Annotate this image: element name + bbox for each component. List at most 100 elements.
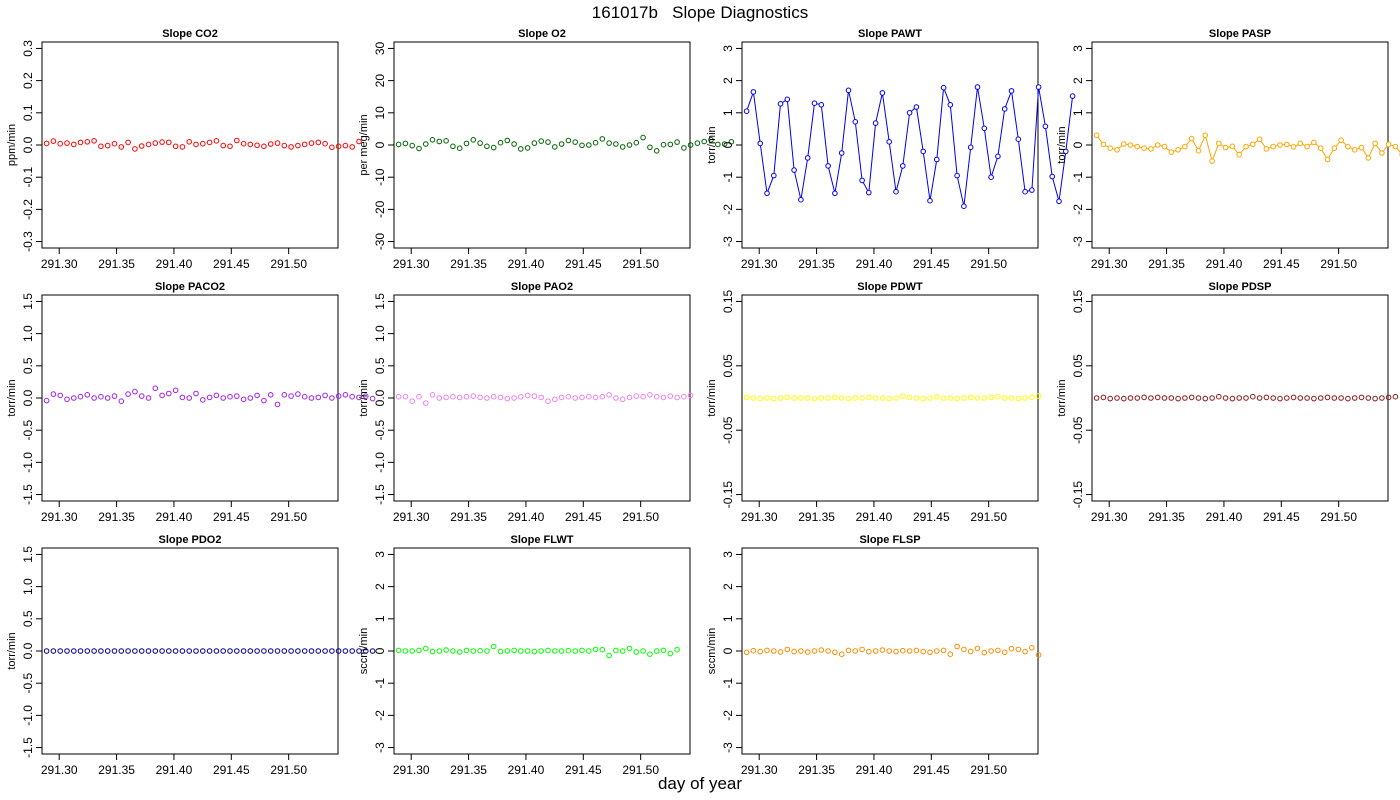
data-point	[606, 140, 612, 146]
data-point	[511, 395, 517, 401]
panel-slope-pdo2: Slope PDO2 -1.5 -1.0 -0.5 0.0 0.5 1.0 1.5 torr/m…	[6, 534, 376, 777]
data-point	[443, 138, 449, 144]
panel-slope-pdwt: Slope PDWT -0.15 -0.05 0.05 0.15 torr/min 291.…	[706, 281, 1042, 524]
data-point	[1243, 395, 1249, 401]
x-tick-label: 291.30	[741, 510, 778, 524]
y-tick-label: -0.2	[21, 199, 35, 220]
data-point	[777, 395, 784, 401]
x-tick-label: 291.45	[913, 763, 950, 777]
data-point	[1008, 645, 1015, 652]
data-point	[247, 648, 254, 654]
y-tick-label: -0.05	[721, 416, 735, 444]
data-point	[524, 648, 531, 654]
data-point	[456, 145, 463, 151]
data-point	[179, 394, 186, 401]
data-point	[213, 138, 220, 144]
data-point	[1236, 151, 1242, 158]
data-point	[838, 651, 845, 658]
x-tick-label: 291.30	[741, 257, 778, 271]
data-point	[599, 393, 606, 400]
y-tick-label: -3	[373, 742, 387, 753]
data-point	[777, 649, 784, 655]
data-point	[872, 648, 879, 654]
data-point	[1365, 395, 1372, 401]
data-point	[64, 396, 70, 403]
data-point	[619, 648, 626, 654]
data-point	[295, 142, 301, 149]
y-tick-label: -1	[721, 172, 735, 183]
data-point	[771, 395, 777, 402]
data-point	[967, 648, 974, 655]
x-tick-label: 291.30	[1091, 257, 1128, 271]
data-point	[633, 393, 640, 399]
data-point	[234, 137, 240, 144]
data-point	[369, 395, 376, 402]
data-point	[1209, 158, 1215, 164]
x-tick-label: 291.30	[41, 763, 78, 777]
data-point	[1015, 646, 1022, 653]
data-point	[750, 89, 757, 95]
data-point	[893, 188, 899, 195]
y-axis-label: torr/min	[706, 379, 718, 416]
data-point	[490, 393, 497, 400]
data-point	[1270, 395, 1276, 401]
data-point	[771, 648, 777, 654]
data-point	[138, 648, 145, 654]
data-point	[791, 648, 797, 655]
data-point	[179, 144, 186, 150]
x-tick-label: 291.30	[41, 257, 78, 271]
data-point	[159, 139, 165, 145]
data-point	[1008, 395, 1015, 401]
data-point	[200, 648, 206, 654]
data-point	[1216, 393, 1222, 400]
data-point	[900, 647, 906, 654]
data-point	[193, 648, 199, 654]
data-point	[906, 110, 913, 116]
y-tick-label: -0.15	[721, 481, 735, 509]
data-point	[443, 647, 449, 653]
data-point	[308, 140, 315, 146]
data-point	[98, 143, 104, 150]
data-point	[111, 648, 118, 654]
data-point	[1351, 395, 1358, 401]
data-point	[954, 395, 960, 402]
x-tick-label: 291.50	[970, 257, 1007, 271]
x-tick-label: 291.30	[41, 510, 78, 524]
data-point	[995, 647, 1001, 654]
data-point	[961, 395, 967, 401]
y-tick-label: 1.0	[373, 325, 387, 342]
data-point	[1029, 394, 1035, 401]
data-point	[825, 648, 831, 654]
data-point	[954, 643, 960, 650]
y-tick-label: -10	[373, 168, 387, 186]
data-point	[804, 155, 811, 161]
y-tick-label: 0.1	[21, 104, 35, 121]
y-tick-label: -0.15	[1071, 481, 1085, 509]
data-point	[974, 395, 981, 401]
data-point	[64, 648, 70, 654]
data-point	[1379, 150, 1385, 156]
data-point	[1222, 144, 1229, 151]
plot-frame	[393, 41, 691, 249]
data-point	[1270, 143, 1276, 150]
panel-title: Slope PAWT	[858, 28, 922, 40]
data-point	[592, 646, 599, 653]
data-point	[1358, 394, 1365, 401]
data-point	[757, 140, 764, 147]
data-point	[159, 392, 165, 399]
data-point	[715, 141, 721, 148]
data-point	[592, 394, 599, 401]
data-point	[1175, 147, 1181, 153]
data-point	[118, 144, 125, 150]
data-point	[565, 137, 572, 144]
data-point	[261, 648, 267, 654]
data-point	[450, 393, 456, 400]
y-tick-label: 0.0	[21, 389, 35, 406]
data-point	[954, 172, 960, 179]
data-point	[295, 648, 301, 654]
data-point	[818, 102, 825, 108]
data-point	[342, 142, 349, 149]
y-tick-label: 1.0	[21, 325, 35, 342]
data-point	[57, 648, 64, 654]
y-tick-label: 1	[373, 615, 387, 622]
